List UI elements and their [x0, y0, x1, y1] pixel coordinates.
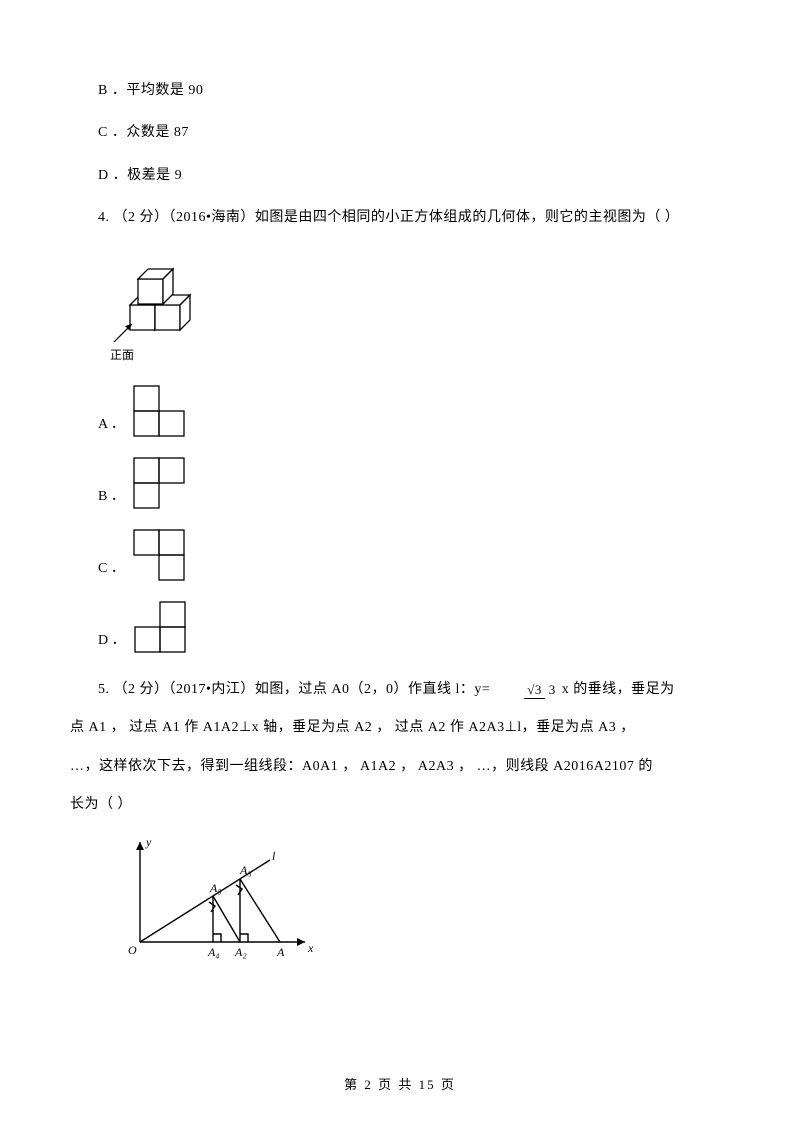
q4-option-b-shape	[131, 455, 189, 511]
line-l-label: l	[272, 849, 276, 863]
q4-option-b-row: B ．	[70, 455, 730, 511]
q5-figure: y x O l A A₂ A₄ A₃ A₅	[110, 832, 730, 962]
q4-option-d-label: D ．	[98, 630, 126, 654]
q5-line2: 点 A1 ， 过点 A1 作 A1A2⊥x 轴，垂足为点 A2 ， 过点 A2 …	[70, 717, 730, 739]
q4-option-a-shape	[131, 383, 189, 439]
q5-part1: 5. （2 分）（2017•内江）如图，过点 A0（2，0）作直线 l：y=	[98, 682, 490, 697]
A-label: A	[276, 945, 285, 959]
q5-line4: 长为（ ）	[70, 794, 730, 816]
y-axis-label: y	[145, 835, 152, 849]
q4-option-d-row: D ．	[70, 599, 730, 655]
question-4: 4. （2 分）（2016•海南）如图是由四个相同的小正方体组成的几何体，则它的…	[70, 207, 730, 229]
option-d: D ．极差是 9	[70, 165, 730, 187]
q4-option-a-row: A ．	[70, 383, 730, 439]
option-c: C ．众数是 87	[70, 122, 730, 144]
x-axis-label: x	[307, 941, 314, 955]
q4-option-c-row: C ．	[70, 527, 730, 583]
A2-label: A₂	[234, 945, 247, 959]
q4-option-a-label: A ．	[98, 414, 125, 438]
q4-option-d-shape	[132, 599, 190, 655]
q4-text: 4. （2 分）（2016•海南）如图是由四个相同的小正方体组成的几何体，则它的…	[98, 210, 679, 225]
q4-option-b-label: B ．	[98, 486, 125, 510]
q5-sqrt-den: 3	[549, 681, 556, 697]
front-label: 正面	[110, 346, 730, 365]
q4-option-c-label: C ．	[98, 558, 125, 582]
q5-line3: …，这样依次下去，得到一组线段：A0A1 ， A1A2 ， A2A3 ， …，则…	[70, 756, 730, 778]
q4-figure: 正面	[110, 250, 730, 365]
q5-part2: x 的垂线，垂足为	[562, 682, 675, 697]
A4-label: A₄	[207, 945, 220, 959]
q5-sqrt-num: √3	[524, 682, 545, 699]
page-footer: 第 2 页 共 15 页	[0, 1075, 800, 1096]
option-b: B ．平均数是 90	[70, 80, 730, 102]
A5-label: A₅	[209, 881, 222, 895]
q4-option-c-shape	[131, 527, 189, 583]
origin-label: O	[128, 943, 137, 957]
A3-label: A₃	[239, 863, 252, 877]
q5-line1: 5. （2 分）（2017•内江）如图，过点 A0（2，0）作直线 l：y= √…	[70, 679, 730, 701]
q5-fraction: √3 3	[496, 683, 555, 696]
